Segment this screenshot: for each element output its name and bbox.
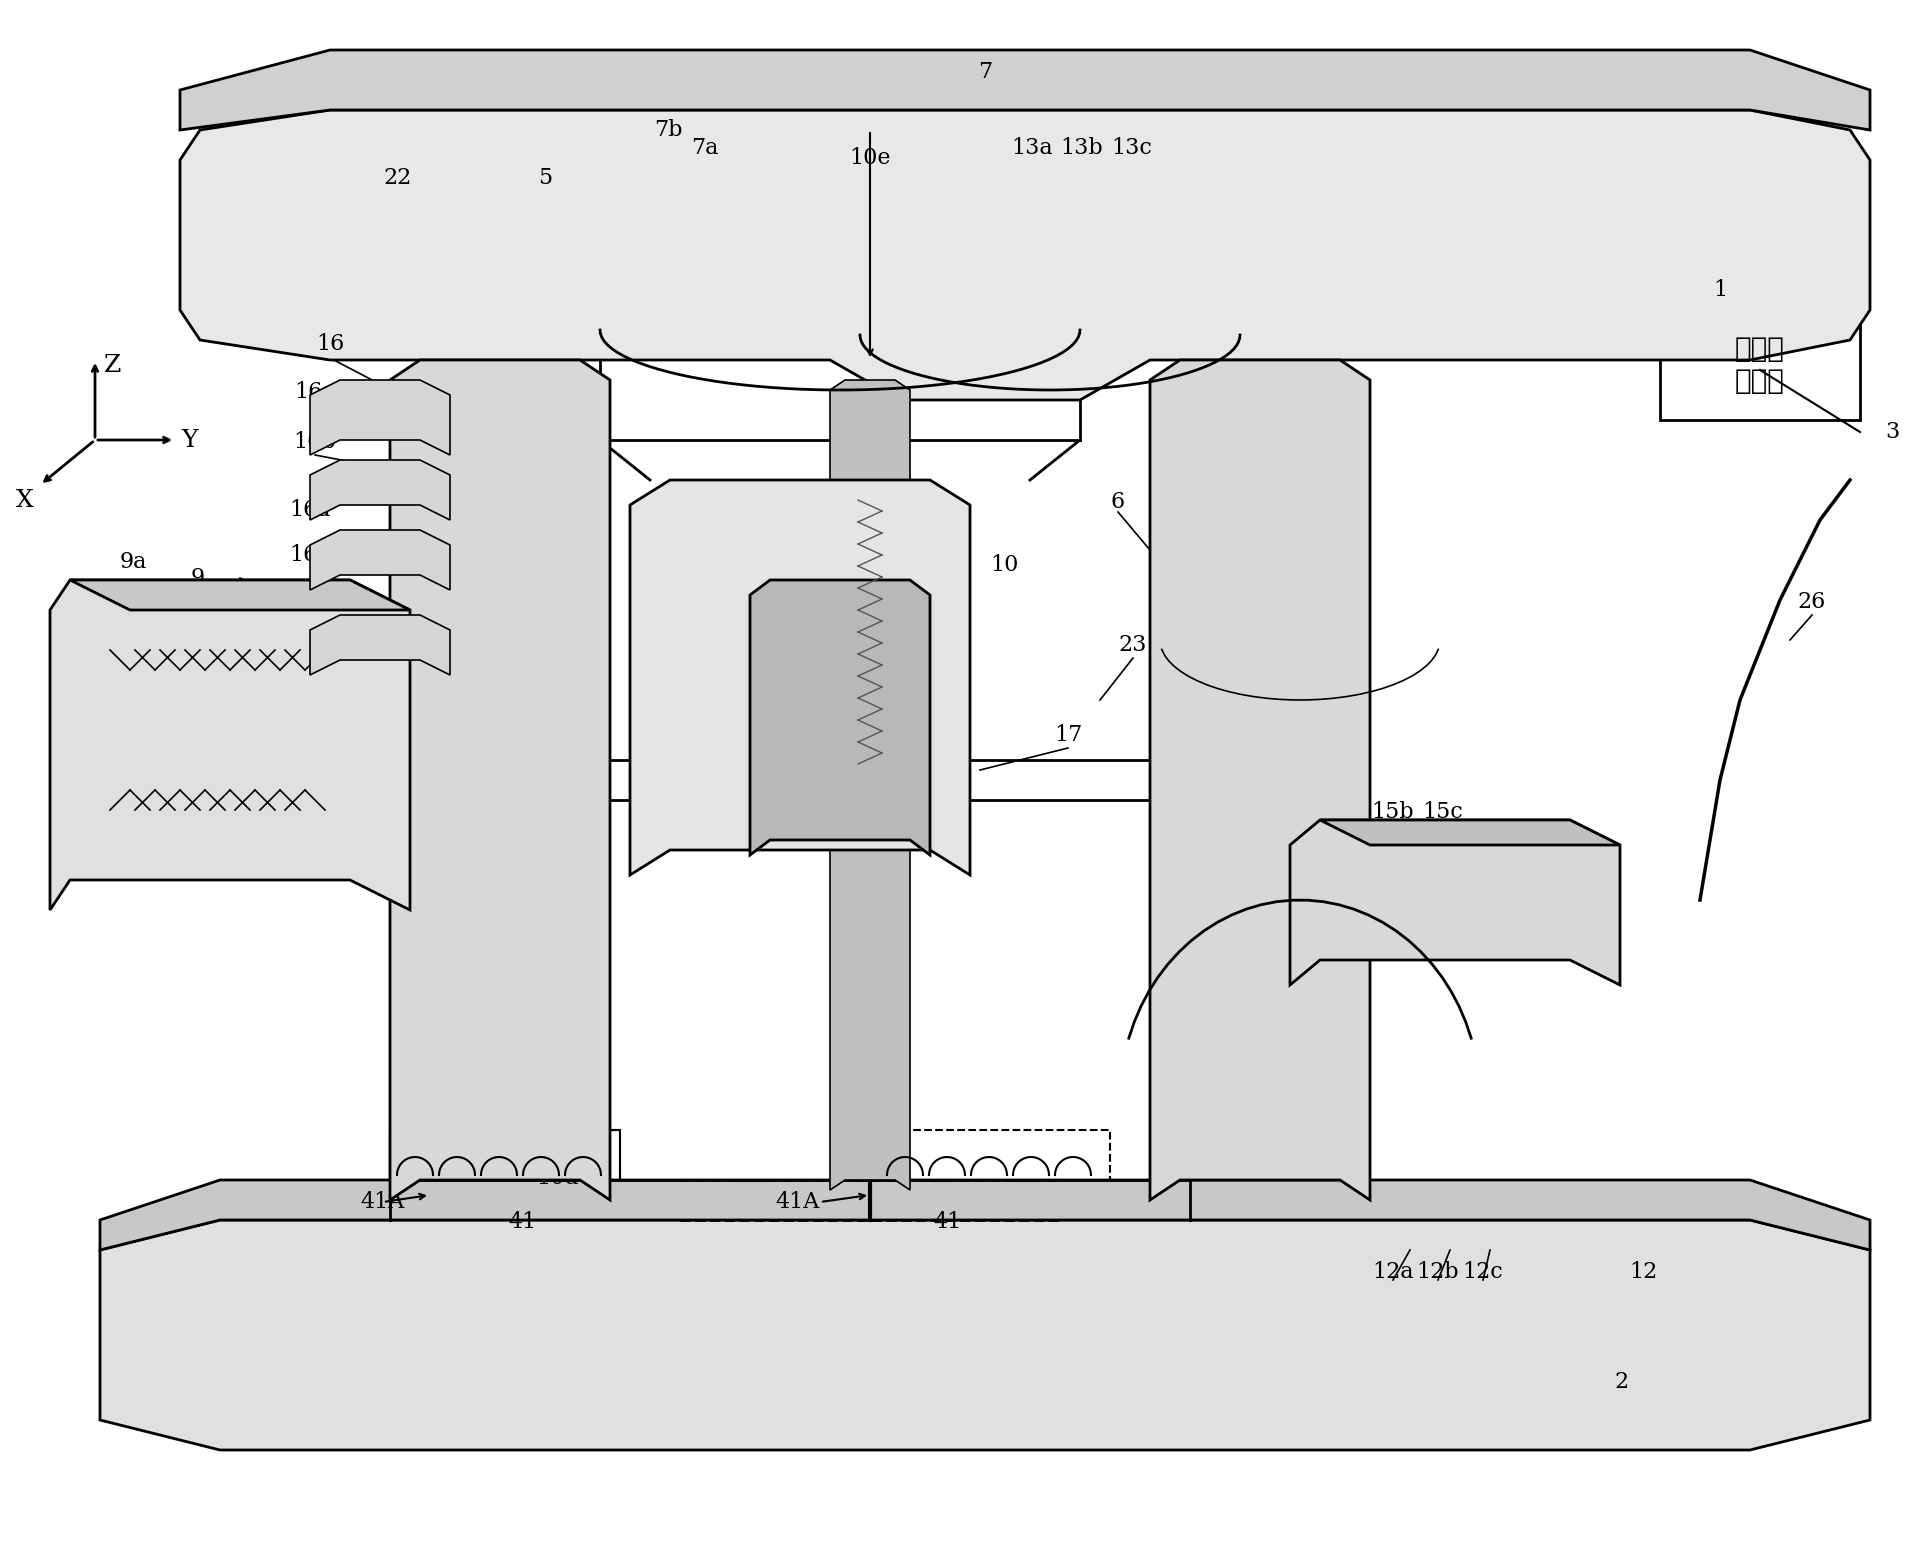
Text: 18: 18	[1163, 694, 1192, 716]
Text: 16a: 16a	[290, 499, 330, 521]
Polygon shape	[50, 580, 410, 911]
Text: 1: 1	[1712, 278, 1725, 301]
Polygon shape	[309, 615, 450, 676]
Text: 9d: 9d	[118, 784, 147, 805]
Text: 9: 9	[191, 567, 205, 589]
Polygon shape	[630, 479, 970, 875]
Text: 7a: 7a	[692, 138, 719, 159]
Text: 6: 6	[1111, 492, 1124, 513]
Text: 15: 15	[1519, 870, 1546, 894]
Bar	[390, 1130, 620, 1220]
Text: 10d: 10d	[537, 1167, 580, 1189]
Text: 3: 3	[1884, 421, 1897, 444]
Text: 10: 10	[991, 553, 1018, 577]
Text: 9c: 9c	[120, 731, 147, 753]
Text: 12b: 12b	[1416, 1262, 1459, 1283]
Polygon shape	[70, 580, 410, 611]
Text: 7b: 7b	[653, 119, 682, 141]
Bar	[390, 1130, 620, 1220]
Text: S: S	[810, 646, 829, 674]
Text: 15d: 15d	[1526, 942, 1569, 963]
Text: 10e: 10e	[848, 147, 891, 169]
Text: 16a: 16a	[294, 380, 336, 404]
Text: 9a: 9a	[120, 550, 147, 574]
Text: 13c: 13c	[1111, 138, 1151, 159]
Text: 22: 22	[384, 167, 412, 189]
Polygon shape	[100, 1220, 1868, 1450]
Text: N: N	[162, 680, 187, 707]
Text: 41A: 41A	[775, 1190, 819, 1214]
Text: 13: 13	[1163, 441, 1192, 462]
Text: 2: 2	[1613, 1371, 1629, 1393]
Text: Z: Z	[104, 354, 122, 377]
Text: 13a: 13a	[1010, 138, 1053, 159]
Text: 41A: 41A	[361, 1190, 406, 1214]
Text: 21: 21	[439, 1156, 468, 1180]
Text: N: N	[808, 756, 833, 784]
Text: 15a: 15a	[1522, 942, 1563, 963]
Text: 9b: 9b	[133, 608, 162, 629]
Text: 15a: 15a	[1366, 861, 1408, 883]
Polygon shape	[180, 49, 1868, 130]
Text: Y: Y	[182, 428, 199, 451]
Text: 41: 41	[933, 1211, 962, 1234]
Polygon shape	[1150, 360, 1370, 1200]
Text: 10b: 10b	[512, 1152, 554, 1173]
Bar	[1339, 850, 1379, 911]
Text: 26: 26	[1797, 591, 1826, 614]
Polygon shape	[309, 530, 450, 591]
Bar	[1660, 311, 1859, 421]
Text: X: X	[15, 489, 35, 512]
Text: S: S	[222, 680, 242, 707]
Text: 41: 41	[508, 1211, 537, 1234]
Text: 13b: 13b	[1061, 138, 1103, 159]
Text: 12: 12	[1629, 1262, 1656, 1283]
Polygon shape	[100, 1180, 1868, 1251]
Text: 15b: 15b	[1372, 801, 1414, 822]
Bar	[879, 1130, 1109, 1220]
Text: 16c: 16c	[290, 544, 330, 566]
Bar	[1399, 850, 1439, 911]
Polygon shape	[309, 461, 450, 519]
Text: 洁净压
缩气源: 洁净压 缩气源	[1735, 335, 1783, 396]
Polygon shape	[1289, 819, 1619, 985]
Text: 15c: 15c	[1422, 801, 1463, 822]
Text: 5: 5	[537, 167, 553, 189]
Polygon shape	[750, 580, 929, 855]
Text: 17: 17	[1053, 724, 1082, 747]
Text: 7: 7	[978, 60, 991, 83]
Text: 16b: 16b	[294, 431, 336, 453]
Bar	[1459, 850, 1499, 911]
Text: 12a: 12a	[1372, 1262, 1412, 1283]
Text: 9e: 9e	[120, 836, 147, 860]
Polygon shape	[1320, 819, 1619, 846]
Text: 10c: 10c	[761, 533, 802, 557]
Text: 12c: 12c	[1463, 1262, 1503, 1283]
Text: 4: 4	[1345, 614, 1360, 635]
Text: 16: 16	[315, 332, 344, 356]
Polygon shape	[829, 380, 910, 1190]
Text: 23: 23	[1119, 634, 1146, 656]
Text: 10a: 10a	[524, 484, 566, 506]
Bar	[100, 631, 321, 830]
Polygon shape	[180, 110, 1868, 400]
Polygon shape	[390, 360, 611, 1200]
Polygon shape	[309, 380, 450, 455]
